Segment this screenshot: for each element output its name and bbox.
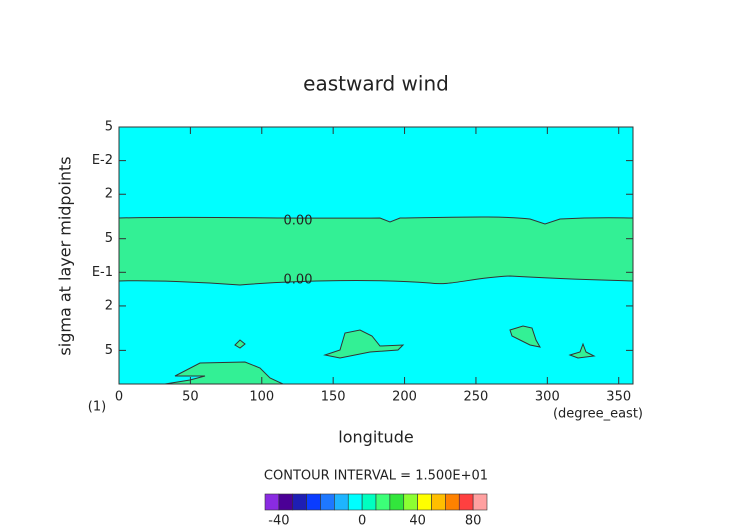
contour-region <box>568 342 596 359</box>
x-tick-label: 100 <box>249 390 274 405</box>
y-tick-label: 5 <box>105 343 113 358</box>
x-tick-label: 150 <box>321 390 346 405</box>
colorbar-box <box>361 493 377 511</box>
colorbar-tick-label: -40 <box>268 514 289 529</box>
corner-label: (1) <box>88 400 106 415</box>
contour-region <box>234 339 246 349</box>
colorbar-box <box>334 493 349 511</box>
colorbar-box <box>389 493 405 511</box>
contour-region <box>118 216 634 286</box>
colorbar-box <box>278 493 294 511</box>
x-tick-label: 300 <box>535 390 560 405</box>
contour-region <box>323 329 405 359</box>
contour-label: 0.00 <box>284 214 313 229</box>
y-tick-label: 2 <box>105 187 113 202</box>
colorbar-box <box>472 493 488 511</box>
colorbar-box <box>417 493 432 511</box>
colorbar-box <box>292 493 307 511</box>
plot-frame <box>118 126 634 385</box>
colorbar-box <box>264 493 280 511</box>
x-tick-label: 250 <box>464 390 489 405</box>
y-tick-label: 5 <box>105 120 113 135</box>
colorbar-box <box>375 493 391 511</box>
x-tick-label: 200 <box>392 390 417 405</box>
colorbar-box <box>431 493 446 511</box>
plot-area <box>118 126 634 385</box>
y-tick-label: E-1 <box>92 265 113 280</box>
contour-region <box>164 361 284 385</box>
colorbar-box <box>320 493 335 511</box>
y-tick-label: 5 <box>105 231 113 246</box>
x-tick-label: 0 <box>115 390 123 405</box>
colorbar-box <box>306 493 321 511</box>
contour-region <box>509 325 541 348</box>
contour-label: 0.00 <box>284 273 313 288</box>
colorbar-tick-label: 80 <box>465 514 482 529</box>
x-tick-label: 350 <box>606 390 631 405</box>
colorbar-box <box>403 493 418 511</box>
y-axis-label: sigma at layer midpoints <box>56 156 75 355</box>
y-tick-label: 2 <box>105 298 113 313</box>
x-unit: (degree_east) <box>553 407 643 422</box>
colorbar-box <box>458 493 474 511</box>
colorbar-box <box>347 493 363 511</box>
chart-title: eastward wind <box>303 72 449 96</box>
contour-interval: CONTOUR INTERVAL = 1.500E+01 <box>264 469 488 484</box>
x-tick-label: 50 <box>182 390 199 405</box>
colorbar-tick-label: 40 <box>409 514 426 529</box>
colorbar-box <box>445 493 460 511</box>
y-tick-label: E-2 <box>92 153 113 168</box>
colorbar-tick-label: 0 <box>358 514 366 529</box>
x-axis-label: longitude <box>338 428 413 447</box>
